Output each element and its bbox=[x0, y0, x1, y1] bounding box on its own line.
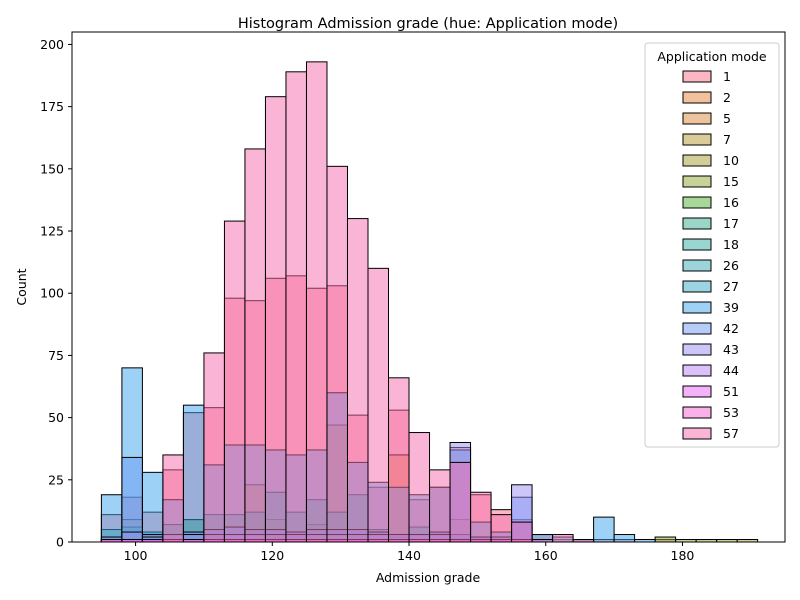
bar-mode-57-bin-10 bbox=[305, 61, 328, 543]
bar-mode-57-bin-19 bbox=[490, 514, 513, 543]
legend-label-53: 53 bbox=[723, 405, 739, 420]
legend-swatch-26 bbox=[682, 259, 712, 272]
y-tick-label: 50 bbox=[48, 410, 64, 425]
legend-swatch-7 bbox=[682, 133, 712, 146]
y-tick-label: 175 bbox=[40, 99, 64, 114]
legend-label-2: 2 bbox=[723, 90, 731, 105]
legend-label-17: 17 bbox=[723, 216, 739, 231]
bar-mode-39-bin-4 bbox=[182, 404, 205, 543]
bar-mode-57-bin-20 bbox=[511, 521, 533, 543]
legend-swatch-39 bbox=[682, 301, 712, 314]
bar-mode-57-bin-16 bbox=[429, 469, 451, 543]
bar-mode-57-bin-18 bbox=[470, 491, 492, 543]
bar-mode-57-bin-6 bbox=[223, 220, 246, 543]
legend-label-57: 57 bbox=[723, 426, 739, 441]
x-axis: 100 120 140 160 180 bbox=[124, 542, 695, 563]
bar-mode-57-bin-3 bbox=[162, 454, 184, 543]
legend-label-51: 51 bbox=[723, 384, 739, 399]
bar-mode-57-bin-13 bbox=[367, 267, 390, 543]
legend-swatch-53 bbox=[682, 406, 712, 419]
bar-mode-42-bin-1 bbox=[121, 456, 143, 543]
legend-swatch-17 bbox=[682, 217, 712, 230]
legend-swatch-10 bbox=[682, 154, 712, 167]
legend-swatch-2 bbox=[682, 91, 712, 104]
legend-label-10: 10 bbox=[723, 153, 739, 168]
bar-mode-39-bin-2 bbox=[141, 471, 164, 543]
y-tick-label: 0 bbox=[56, 535, 64, 550]
bar-mode-39-bin-25 bbox=[613, 534, 636, 543]
y-tick-label: 25 bbox=[48, 472, 64, 487]
bar-mode-57-bin-22 bbox=[552, 534, 574, 543]
y-tick-label: 150 bbox=[40, 161, 64, 176]
legend-label-26: 26 bbox=[723, 258, 739, 273]
legend-swatch-57 bbox=[682, 427, 712, 440]
legend-label-42: 42 bbox=[723, 321, 739, 336]
legend-label-18: 18 bbox=[723, 237, 739, 252]
legend-label-16: 16 bbox=[723, 195, 739, 210]
bar-mode-57-bin-12 bbox=[346, 218, 369, 543]
x-axis-label: Admission grade bbox=[376, 570, 481, 585]
legend-label-27: 27 bbox=[723, 279, 739, 294]
bar-mode-57-bin-9 bbox=[285, 71, 307, 543]
bar-mode-57-bin-14 bbox=[388, 377, 410, 543]
bar-mode-57-bin-5 bbox=[203, 352, 225, 543]
legend-swatch-16 bbox=[682, 196, 712, 209]
chart-title: Histogram Admission grade (hue: Applicat… bbox=[238, 16, 618, 32]
bar-mode-39-bin-0 bbox=[100, 494, 123, 543]
plot-frame bbox=[71, 31, 786, 543]
y-tick-label: 200 bbox=[40, 37, 64, 52]
x-tick-label: 180 bbox=[671, 548, 695, 563]
legend-swatch-5 bbox=[682, 112, 712, 125]
legend-label-44: 44 bbox=[723, 363, 739, 378]
bar-mode-57-bin-8 bbox=[264, 96, 287, 543]
legend-label-7: 7 bbox=[723, 132, 731, 147]
legend-swatch-18 bbox=[682, 238, 712, 251]
y-axis-label: Count bbox=[14, 268, 29, 305]
y-tick-label: 100 bbox=[40, 286, 64, 301]
bar-mode-57-bin-17 bbox=[449, 461, 472, 543]
legend-swatch-27 bbox=[682, 280, 712, 293]
legend: Application mode125710151617182627394243… bbox=[644, 42, 780, 448]
legend-label-1: 1 bbox=[723, 69, 731, 84]
legend-swatch-43 bbox=[682, 343, 712, 356]
x-tick-label: 100 bbox=[124, 548, 148, 563]
legend-box bbox=[644, 42, 780, 448]
bar-mode-57-bin-15 bbox=[408, 432, 431, 543]
bars-layer bbox=[100, 61, 759, 543]
bar-mode-15-bin-27 bbox=[654, 536, 677, 543]
legend-title: Application mode bbox=[657, 49, 767, 64]
legend-swatch-51 bbox=[682, 385, 712, 398]
legend-label-5: 5 bbox=[723, 111, 731, 126]
legend-label-43: 43 bbox=[723, 342, 739, 357]
y-tick-label: 125 bbox=[40, 224, 64, 239]
legend-swatch-44 bbox=[682, 364, 712, 377]
legend-label-39: 39 bbox=[723, 300, 739, 315]
bar-mode-39-bin-24 bbox=[593, 516, 615, 543]
x-tick-label: 140 bbox=[397, 548, 421, 563]
legend-swatch-42 bbox=[682, 322, 712, 335]
legend-swatch-15 bbox=[682, 175, 712, 188]
y-tick-label: 75 bbox=[48, 348, 64, 363]
bar-mode-57-bin-7 bbox=[244, 148, 266, 543]
bar-mode-57-bin-11 bbox=[326, 165, 348, 543]
legend-label-15: 15 bbox=[723, 174, 739, 189]
y-axis: 0 25 50 75 100 125 150 175 200 bbox=[40, 37, 72, 550]
x-tick-label: 120 bbox=[260, 548, 284, 563]
legend-swatch-1 bbox=[682, 70, 712, 83]
x-tick-label: 160 bbox=[534, 548, 558, 563]
